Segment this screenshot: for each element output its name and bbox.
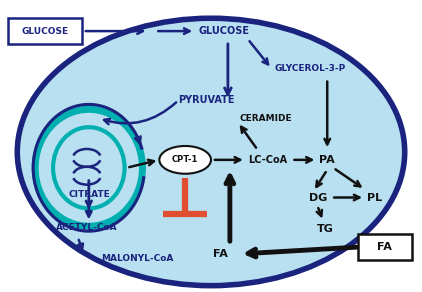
Ellipse shape <box>53 127 124 208</box>
Text: CERAMIDE: CERAMIDE <box>240 114 292 123</box>
Text: LC-CoA: LC-CoA <box>248 155 287 165</box>
Text: DG: DG <box>309 192 328 203</box>
Text: FA: FA <box>213 249 227 259</box>
Text: ACETYL-CoA: ACETYL-CoA <box>56 223 118 232</box>
Text: GLYCEROL-3-P: GLYCEROL-3-P <box>275 64 346 73</box>
Text: TG: TG <box>317 224 334 234</box>
Text: FA: FA <box>377 242 392 252</box>
Text: CITRATE: CITRATE <box>69 190 111 199</box>
Text: GLUCOSE: GLUCOSE <box>198 26 249 36</box>
Ellipse shape <box>160 146 211 174</box>
Text: MALONYL-CoA: MALONYL-CoA <box>101 254 173 263</box>
Text: CPT-1: CPT-1 <box>172 155 198 164</box>
Text: PYRUVATE: PYRUVATE <box>178 95 235 105</box>
Text: PL: PL <box>367 192 382 203</box>
FancyBboxPatch shape <box>358 234 412 260</box>
Text: GLUCOSE: GLUCOSE <box>22 27 69 36</box>
Ellipse shape <box>17 18 405 286</box>
FancyBboxPatch shape <box>8 18 82 44</box>
Text: PA: PA <box>319 155 335 165</box>
